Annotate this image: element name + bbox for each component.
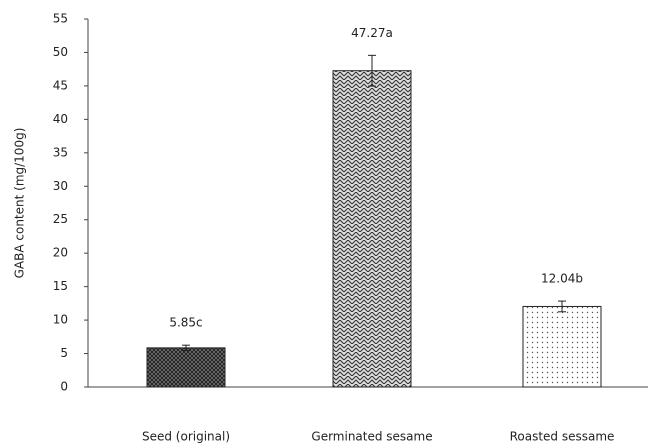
x-tick-label: Seed (original) bbox=[142, 430, 230, 444]
bar bbox=[522, 305, 602, 388]
y-tick-label: 50 bbox=[53, 45, 68, 59]
y-tick-label: 5 bbox=[60, 346, 68, 360]
bar bbox=[146, 347, 226, 388]
y-axis-label: GABA content (mg/100g) bbox=[13, 128, 27, 279]
y-tick-label: 55 bbox=[53, 12, 68, 26]
bar bbox=[332, 70, 412, 388]
y-tick-label: 40 bbox=[53, 112, 68, 126]
y-tick-label: 10 bbox=[53, 313, 68, 327]
y-tick-label: 15 bbox=[53, 279, 68, 293]
y-tick-label: 35 bbox=[53, 145, 68, 159]
y-tick-label: 25 bbox=[53, 212, 68, 226]
y-tick-label: 45 bbox=[53, 78, 68, 92]
y-tick-label: 20 bbox=[53, 246, 68, 260]
x-tick-label: Roasted sessame bbox=[510, 430, 615, 444]
value-label: 5.85c bbox=[169, 316, 202, 330]
value-label: 47.27a bbox=[351, 26, 393, 40]
y-tick-label: 30 bbox=[53, 179, 68, 193]
value-label: 12.04b bbox=[541, 272, 583, 286]
y-tick-label: 0 bbox=[60, 380, 68, 394]
x-tick-label: Germinated sesame bbox=[311, 430, 432, 444]
